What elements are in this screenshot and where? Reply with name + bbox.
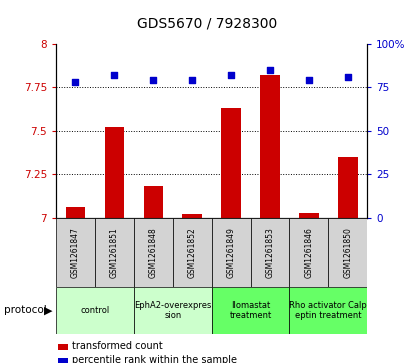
Bar: [66, 207, 85, 218]
Point: [111, 72, 118, 78]
Point: [150, 77, 156, 83]
Bar: [289, 218, 328, 287]
Bar: [338, 157, 358, 218]
Text: GSM1261846: GSM1261846: [305, 227, 313, 278]
Text: GSM1261852: GSM1261852: [188, 227, 197, 278]
Point: [72, 79, 79, 85]
Text: GDS5670 / 7928300: GDS5670 / 7928300: [137, 16, 278, 30]
Text: GSM1261850: GSM1261850: [343, 227, 352, 278]
Bar: [56, 218, 95, 287]
Bar: [221, 108, 241, 218]
Bar: [328, 218, 367, 287]
Text: transformed count: transformed count: [72, 341, 163, 351]
Text: GSM1261853: GSM1261853: [266, 227, 274, 278]
Bar: [105, 127, 124, 218]
Text: control: control: [81, 306, 110, 315]
Point: [267, 67, 273, 73]
Bar: [212, 287, 289, 334]
Bar: [251, 218, 289, 287]
Bar: [134, 218, 173, 287]
Text: GSM1261851: GSM1261851: [110, 227, 119, 278]
Text: ▶: ▶: [44, 305, 52, 315]
Text: percentile rank within the sample: percentile rank within the sample: [72, 355, 237, 363]
Text: Ilomastat
treatment: Ilomastat treatment: [229, 301, 272, 320]
Point: [344, 74, 351, 79]
Bar: [212, 218, 251, 287]
Text: protocol: protocol: [4, 305, 47, 315]
Bar: [173, 218, 212, 287]
Bar: [299, 213, 319, 218]
Point: [305, 77, 312, 83]
Bar: [183, 214, 202, 218]
Text: Rho activator Calp
eptin treatment: Rho activator Calp eptin treatment: [290, 301, 367, 320]
Text: EphA2-overexpres
sion: EphA2-overexpres sion: [134, 301, 211, 320]
Point: [228, 72, 234, 78]
Bar: [95, 218, 134, 287]
Text: GSM1261849: GSM1261849: [227, 227, 236, 278]
Text: GSM1261848: GSM1261848: [149, 227, 158, 278]
Bar: [260, 75, 280, 218]
Bar: [289, 287, 367, 334]
Bar: [134, 287, 212, 334]
Point: [189, 77, 195, 83]
Bar: [56, 287, 134, 334]
Text: GSM1261847: GSM1261847: [71, 227, 80, 278]
Bar: [144, 187, 163, 218]
